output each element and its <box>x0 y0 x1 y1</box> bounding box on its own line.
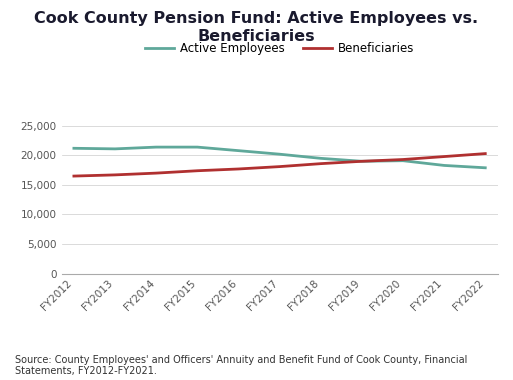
Beneficiaries <box>153 171 159 176</box>
Active Employees <box>359 159 365 163</box>
Beneficiaries <box>71 174 77 178</box>
Beneficiaries <box>441 154 447 159</box>
Line: Active Employees: Active Employees <box>74 147 485 168</box>
Active Employees <box>71 146 77 150</box>
Line: Beneficiaries: Beneficiaries <box>74 154 485 176</box>
Active Employees <box>112 147 118 151</box>
Active Employees <box>277 152 283 157</box>
Beneficiaries <box>482 151 488 156</box>
Beneficiaries <box>400 157 406 162</box>
Active Employees <box>318 156 324 161</box>
Text: Source: County Employees' and Officers' Annuity and Benefit Fund of Cook County,: Source: County Employees' and Officers' … <box>15 355 468 376</box>
Beneficiaries <box>359 159 365 163</box>
Beneficiaries <box>318 162 324 166</box>
Active Employees <box>194 145 201 149</box>
Beneficiaries <box>112 173 118 177</box>
Beneficiaries <box>194 168 201 173</box>
Beneficiaries <box>277 164 283 169</box>
Active Employees <box>400 158 406 163</box>
Active Employees <box>153 145 159 149</box>
Active Employees <box>441 163 447 168</box>
Active Employees <box>235 148 242 153</box>
Beneficiaries <box>235 167 242 171</box>
Text: Cook County Pension Fund: Active Employees vs.
Beneficiaries: Cook County Pension Fund: Active Employe… <box>34 11 479 44</box>
Legend: Active Employees, Beneficiaries: Active Employees, Beneficiaries <box>140 37 419 59</box>
Active Employees <box>482 166 488 170</box>
